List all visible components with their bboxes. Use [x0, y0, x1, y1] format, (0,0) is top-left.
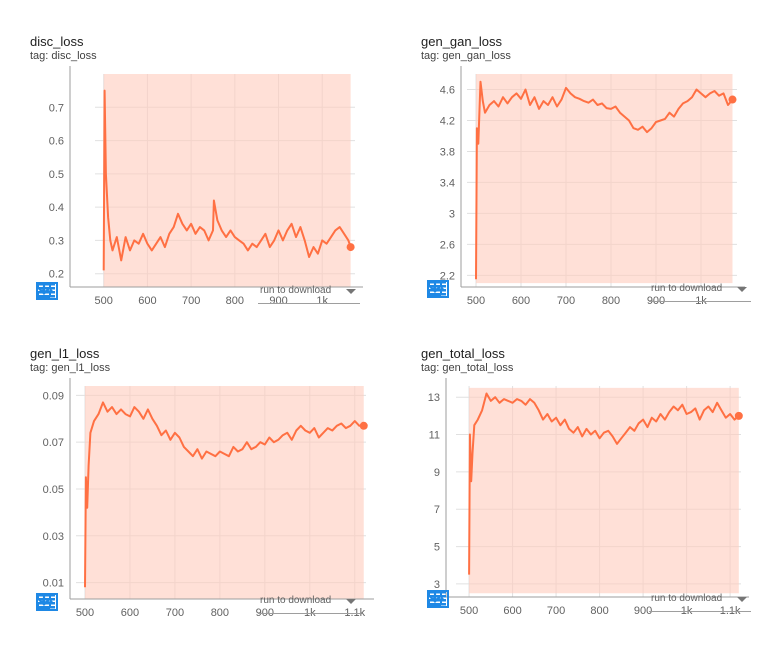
- y-tick-label: 0.05: [43, 484, 64, 496]
- y-tick-label: 3: [449, 208, 455, 220]
- data-table-icon[interactable]: [428, 280, 481, 302]
- run-to-download-select[interactable]: run to download: [258, 279, 360, 304]
- x-tick-label: 800: [602, 295, 620, 307]
- chart-toolbar: [36, 593, 154, 615]
- raw-values-band: [84, 386, 364, 599]
- chart-toolbar: [427, 280, 545, 302]
- x-tick-label: 800: [211, 607, 229, 619]
- x-tick-label: 900: [269, 295, 287, 307]
- x-tick-label: 600: [512, 295, 530, 307]
- x-tick-label: 500: [467, 295, 485, 307]
- run-to-download-select[interactable]: run to download: [258, 589, 360, 614]
- y-tick-label: 3.4: [440, 177, 455, 189]
- data-table-icon[interactable]: [428, 590, 481, 612]
- chart-tag: tag: gen_gan_loss: [421, 50, 511, 62]
- x-tick-label: 1k: [316, 295, 328, 307]
- y-tick-label: 4.6: [440, 84, 455, 96]
- chart-tag: tag: gen_l1_loss: [30, 362, 111, 374]
- x-tick-label: 500: [76, 607, 94, 619]
- series-line: [102, 89, 352, 271]
- chevron-down-icon: [737, 597, 747, 602]
- run-to-download-label: run to download: [651, 283, 723, 294]
- last-point-marker[interactable]: [346, 243, 355, 252]
- y-tick-label: 2.6: [440, 239, 455, 251]
- download-icon[interactable]: [38, 282, 154, 304]
- chart-tag: tag: gen_total_loss: [421, 362, 514, 374]
- chevron-down-icon: [346, 289, 356, 294]
- run-to-download-select[interactable]: run to download: [649, 277, 751, 302]
- y-tick-label: 0.4: [49, 202, 64, 214]
- download-icon[interactable]: [429, 280, 545, 302]
- x-tick-label: 600: [503, 605, 521, 617]
- y-tick-label: 7: [434, 504, 440, 516]
- x-tick-label: 700: [557, 295, 575, 307]
- chevron-down-icon: [737, 287, 747, 292]
- y-tick-label: 0.6: [49, 136, 64, 148]
- fit-domain-icon[interactable]: [36, 282, 122, 304]
- series-line: [475, 80, 734, 280]
- chart-card-gen-total-loss: gen_total_loss tag: gen_total_loss 3 5 7 9 1…: [421, 346, 774, 646]
- x-tick-label: 700: [166, 607, 184, 619]
- series-line: [84, 401, 364, 588]
- x-tick-label: 900: [634, 605, 652, 617]
- y-tick-label: 11: [429, 430, 440, 442]
- data-table-icon[interactable]: [37, 282, 90, 304]
- download-icon[interactable]: [38, 593, 154, 615]
- series-line: [468, 392, 740, 575]
- last-point-marker[interactable]: [728, 95, 737, 104]
- fit-domain-icon[interactable]: [427, 280, 513, 302]
- chart-toolbar: [427, 590, 545, 612]
- run-to-download-label: run to download: [651, 593, 723, 604]
- y-tick-label: 3: [434, 579, 440, 591]
- last-point-marker[interactable]: [734, 411, 743, 420]
- run-to-download-select[interactable]: run to download: [649, 587, 751, 612]
- last-point-marker[interactable]: [359, 421, 368, 430]
- y-tick-label: 3.8: [440, 146, 455, 158]
- chart-card-gen-gan-loss: gen_gan_loss tag: gen_gan_loss 2.2 2.6 3 3.…: [421, 34, 774, 334]
- chart-title: gen_l1_loss: [30, 346, 100, 361]
- x-tick-label: 800: [226, 295, 244, 307]
- y-tick-label: 0.09: [43, 390, 64, 402]
- download-icon[interactable]: [429, 590, 545, 612]
- fit-domain-icon[interactable]: [36, 593, 122, 615]
- y-tick-label: 0.03: [43, 531, 64, 543]
- y-tick-label: 5: [434, 542, 440, 554]
- x-tick-label: 800: [590, 605, 608, 617]
- chart-title: disc_loss: [30, 34, 84, 49]
- data-table-icon[interactable]: [37, 593, 90, 615]
- y-tick-label: 9: [434, 467, 440, 479]
- x-tick-label: 600: [121, 607, 139, 619]
- y-tick-label: 0.01: [43, 578, 64, 590]
- disc-loss-chart[interactable]: 0.2 0.3 0.4 0.5 0.6 0.7 500 600 700 800 900 1k: [30, 34, 390, 307]
- chart-card-disc-loss: disc_loss tag: disc_loss 0.2 0.3 0.4 0.5 0.6…: [30, 34, 390, 334]
- y-tick-label: 13: [428, 392, 440, 404]
- y-tick-label: 4.2: [440, 115, 455, 127]
- y-tick-label: 0.3: [49, 235, 64, 247]
- chart-title: gen_total_loss: [421, 346, 505, 361]
- run-to-download-label: run to download: [260, 595, 332, 606]
- y-tick-label: 0.2: [49, 269, 64, 281]
- x-tick-label: 500: [95, 295, 113, 307]
- chevron-down-icon: [346, 599, 356, 604]
- run-to-download-label: run to download: [260, 285, 332, 296]
- y-tick-label: 0.5: [49, 169, 64, 181]
- fit-domain-icon[interactable]: [427, 590, 513, 612]
- chart-card-gen-l1-loss: gen_l1_loss tag: gen_l1_loss 0.01 0.03 0.0…: [30, 346, 390, 646]
- y-tick-label: 2.2: [440, 270, 455, 282]
- y-tick-label: 0.07: [43, 437, 64, 449]
- x-tick-label: 700: [182, 295, 200, 307]
- chart-toolbar: [36, 282, 154, 304]
- raw-values-band: [469, 387, 739, 594]
- y-tick-label: 0.7: [49, 102, 64, 114]
- chart-tag: tag: disc_loss: [30, 50, 97, 62]
- x-tick-label: 600: [138, 295, 156, 307]
- raw-values-band: [476, 74, 733, 284]
- x-tick-label: 700: [547, 605, 565, 617]
- raw-values-band: [103, 74, 351, 287]
- x-tick-label: 500: [460, 605, 478, 617]
- chart-title: gen_gan_loss: [421, 34, 502, 49]
